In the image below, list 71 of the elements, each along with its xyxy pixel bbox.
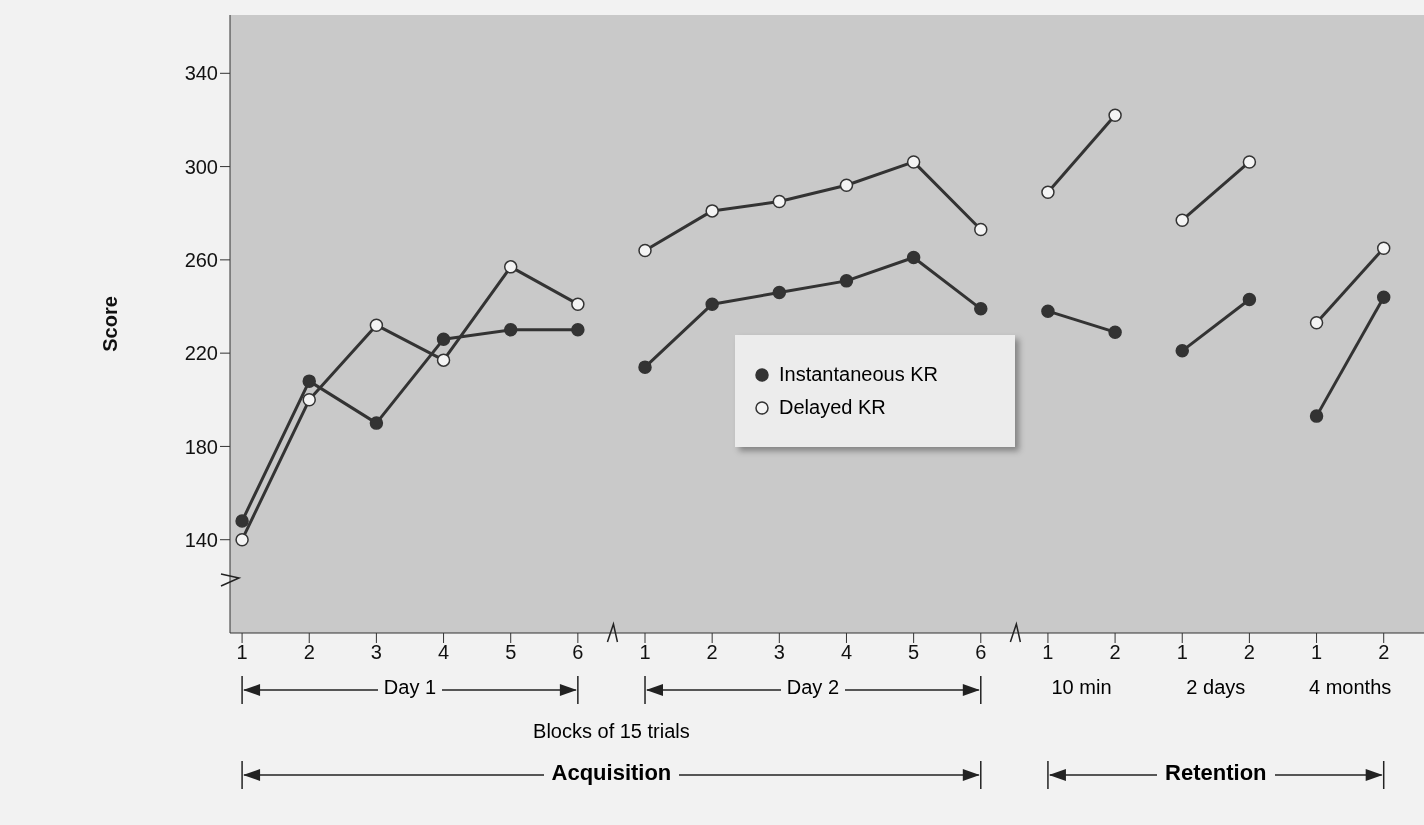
x-tick-label: 2	[1378, 641, 1390, 664]
x-tick-label: 1	[639, 641, 651, 664]
point	[974, 302, 988, 316]
point	[638, 360, 652, 374]
x-axis-title: Blocks of 15 trials	[532, 720, 691, 743]
point	[638, 243, 652, 258]
y-tick-label: 260	[184, 248, 218, 271]
point	[1108, 325, 1122, 339]
point	[1108, 108, 1122, 123]
legend-label: Delayed KR	[779, 396, 886, 419]
point	[1309, 316, 1324, 330]
point	[1376, 241, 1391, 255]
text: 10 min	[1050, 676, 1113, 698]
point	[369, 416, 384, 430]
x-tick-label: 4	[437, 641, 450, 664]
point	[302, 393, 316, 407]
point	[235, 514, 249, 528]
point	[1376, 290, 1391, 304]
point	[503, 260, 518, 274]
x-tick-label: 2	[1243, 641, 1255, 664]
x-tick-label: 1	[1310, 641, 1323, 664]
x-tick-label: 1	[1042, 641, 1054, 664]
point	[906, 155, 921, 169]
y-tick-label: 340	[184, 62, 218, 85]
point	[1242, 155, 1257, 169]
x-tick-label: 2	[303, 641, 315, 664]
point	[1309, 409, 1324, 423]
point	[1041, 304, 1055, 318]
point	[302, 374, 316, 388]
x-tick-label: 1	[236, 641, 248, 664]
x-tick-label: 5	[908, 641, 920, 664]
x-tick-label: 5	[505, 641, 517, 664]
text: 2 days	[1185, 676, 1247, 698]
point	[1041, 185, 1055, 199]
x-tick-label: 3	[370, 641, 382, 664]
point	[839, 178, 854, 192]
legend-label: Instantaneous KR	[779, 363, 938, 386]
x-tick-label: 6	[572, 641, 584, 664]
y-axis-title: Score	[99, 296, 122, 352]
text: Retention	[1157, 760, 1275, 785]
x-tick-label: 1	[1176, 641, 1188, 664]
x-tick-label: 4	[840, 641, 853, 664]
text: Acquisition	[543, 760, 680, 785]
text: Day 2	[780, 676, 846, 698]
point	[436, 332, 451, 346]
point	[503, 323, 518, 337]
point	[772, 285, 787, 300]
x-tick-label: 2	[706, 641, 718, 664]
point	[974, 222, 988, 237]
point	[571, 323, 585, 337]
point	[705, 297, 719, 311]
y-tick-label: 220	[184, 342, 218, 365]
point	[436, 353, 451, 367]
y-tick-label: 300	[184, 155, 218, 178]
x-tick-label: 6	[975, 641, 987, 664]
point	[369, 318, 384, 332]
text: 4 months	[1308, 676, 1393, 698]
y-tick-label: 180	[184, 435, 218, 458]
point	[705, 204, 719, 218]
text: Day 1	[377, 676, 443, 698]
point	[1175, 213, 1189, 227]
point	[235, 532, 249, 547]
x-tick-label: 3	[773, 641, 785, 664]
point	[772, 194, 787, 209]
point	[1242, 292, 1257, 307]
point	[906, 250, 921, 265]
x-tick-label: 2	[1109, 641, 1121, 664]
point	[571, 297, 585, 311]
point	[839, 274, 854, 288]
point	[1175, 344, 1189, 358]
y-tick-label: 140	[184, 528, 218, 551]
